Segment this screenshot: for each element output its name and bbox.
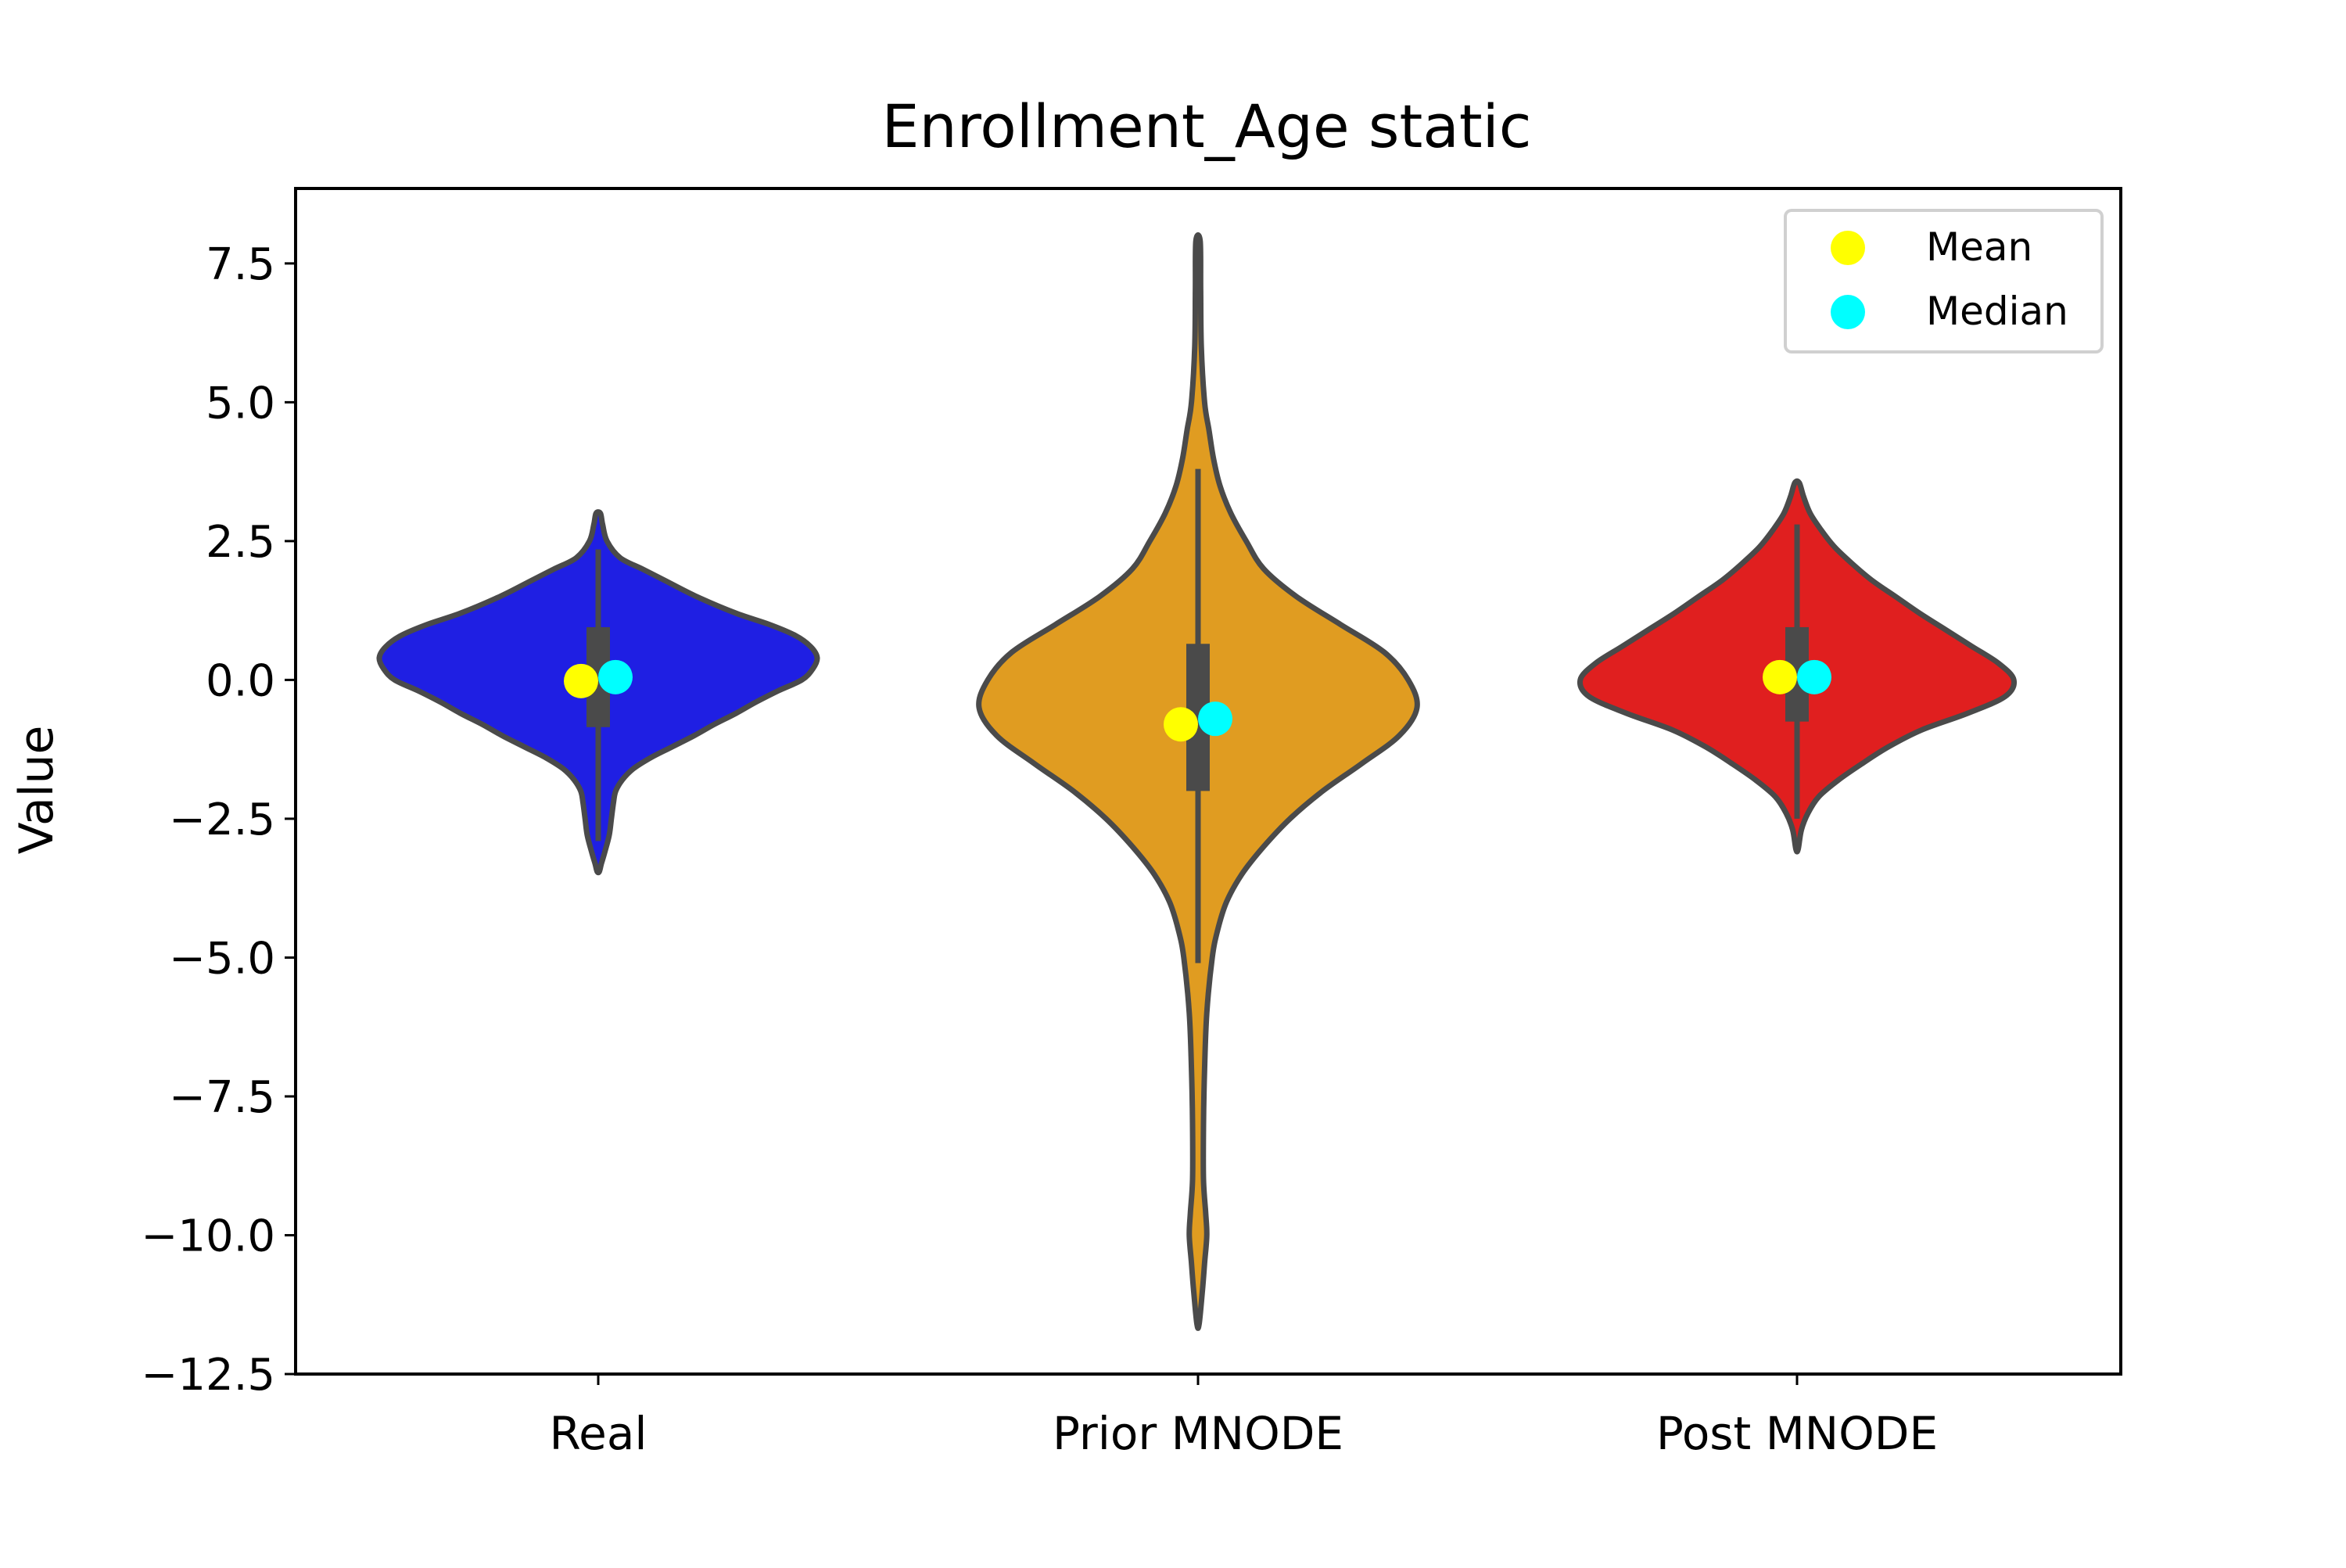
y-tick-label: −10.0 xyxy=(141,1211,275,1261)
mean-marker-0 xyxy=(564,663,598,698)
axes-frame xyxy=(294,187,2122,1376)
x-tick-label: Post MNODE xyxy=(1656,1407,1938,1460)
y-tick-label: −2.5 xyxy=(169,795,275,845)
chart-title: Enrollment_Age static xyxy=(881,91,1531,161)
y-axis-label: Value xyxy=(9,726,64,855)
median-marker-0 xyxy=(598,659,633,694)
median-marker-2 xyxy=(1797,659,1831,694)
mean-marker-2 xyxy=(1763,659,1797,694)
legend-label-1: Median xyxy=(1926,289,2068,334)
legend-marker-1 xyxy=(1831,295,1865,329)
legend-label-0: Mean xyxy=(1926,224,2032,270)
legend-marker-0 xyxy=(1831,231,1865,265)
y-tick-label: 0.0 xyxy=(206,655,275,706)
median-marker-1 xyxy=(1198,701,1232,737)
mean-marker-1 xyxy=(1164,707,1198,742)
y-tick-label: 5.0 xyxy=(206,378,275,429)
plot-area: 7.5 5.0 2.5 0.0 −2.5 −5.0 −7.5 −10.0 −12.5 Real Pr… xyxy=(141,187,2122,1460)
x-tick-label: Prior MNODE xyxy=(1053,1407,1343,1460)
y-tick-label: 7.5 xyxy=(206,239,275,290)
y-tick-label: −12.5 xyxy=(141,1350,275,1401)
x-tick-label: Real xyxy=(549,1407,647,1460)
y-tick-label: 2.5 xyxy=(206,517,275,568)
y-tick-label: −7.5 xyxy=(169,1072,275,1123)
y-tick-label: −5.0 xyxy=(169,933,275,984)
